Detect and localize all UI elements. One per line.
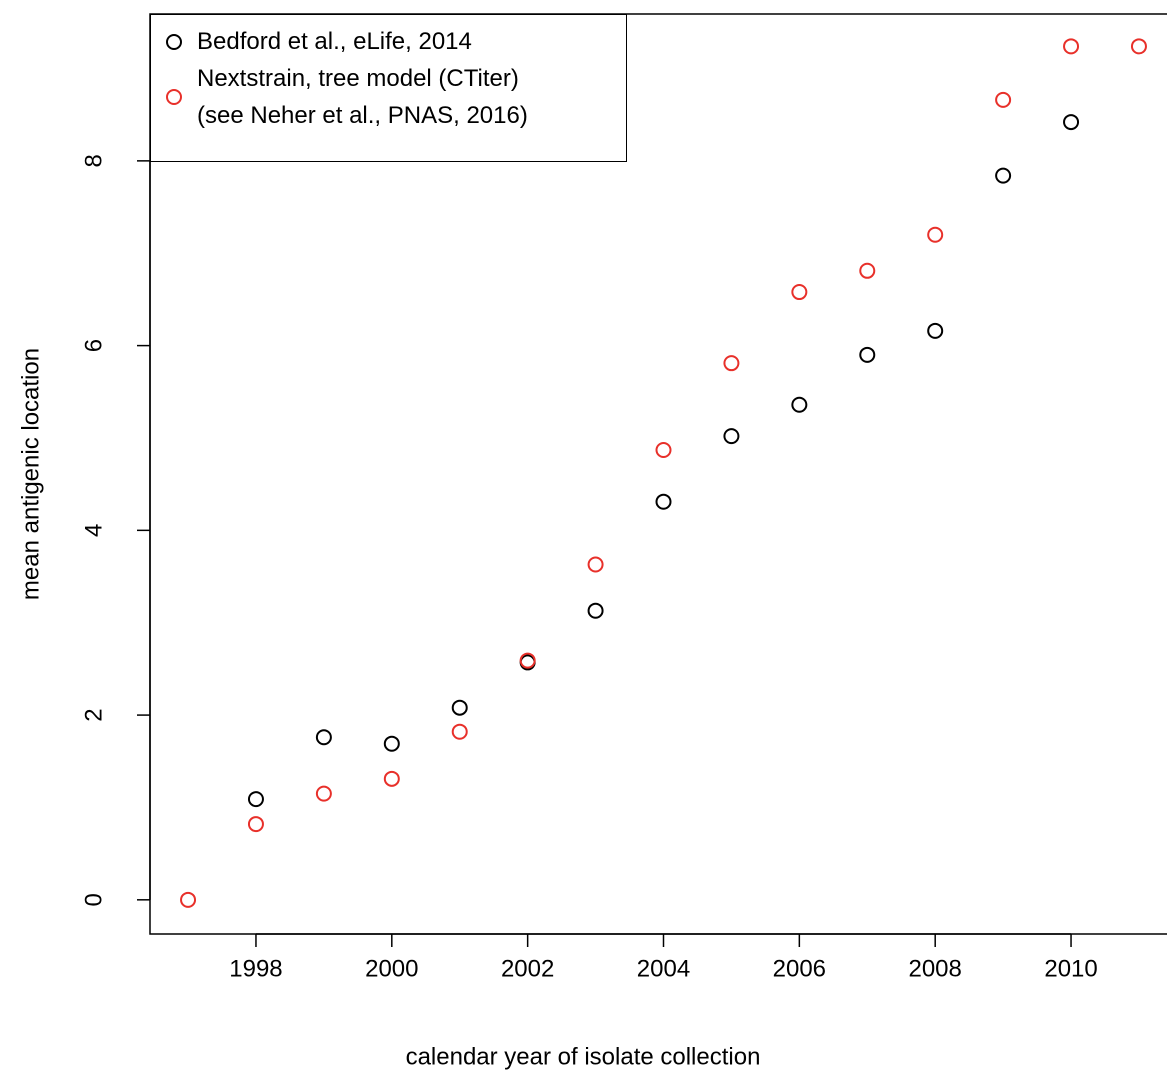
y-tick-label: 6: [80, 339, 107, 352]
legend-entry: Nextstrain, tree model (CTiter) (see Neh…: [165, 60, 616, 134]
legend-marker-circle: [166, 89, 182, 105]
data-point: [859, 346, 876, 363]
data-point: [1063, 114, 1080, 131]
legend-label: Bedford et al., eLife, 2014: [197, 28, 472, 55]
data-point: [315, 729, 332, 746]
data-point: [519, 652, 536, 669]
x-axis-title: calendar year of isolate collection: [406, 1043, 761, 1070]
data-point: [1130, 38, 1147, 55]
legend: Bedford et al., eLife, 2014 Nextstrain, t…: [150, 14, 627, 162]
data-point: [927, 322, 944, 339]
x-tick-label: 2000: [365, 955, 418, 982]
data-point: [247, 791, 264, 808]
data-point: [995, 91, 1012, 108]
x-tick-label: 2008: [908, 955, 961, 982]
data-point: [451, 699, 468, 716]
data-point: [180, 891, 197, 908]
data-point: [383, 770, 400, 787]
data-point: [587, 556, 604, 573]
legend-label: Nextstrain, tree model (CTiter) (see Neh…: [197, 65, 528, 129]
x-tick-label: 2010: [1044, 955, 1097, 982]
data-point: [587, 602, 604, 619]
data-point: [247, 816, 264, 833]
data-point: [859, 262, 876, 279]
data-point: [655, 441, 672, 458]
x-tick-label: 2004: [637, 955, 690, 982]
data-point: [655, 493, 672, 510]
legend-marker: [166, 89, 182, 105]
data-point: [723, 355, 740, 372]
data-point: [995, 167, 1012, 184]
data-point: [451, 723, 468, 740]
data-point: [791, 396, 808, 413]
x-tick-label: 2002: [501, 955, 554, 982]
x-tick-label: 2006: [773, 955, 826, 982]
data-point: [791, 284, 808, 301]
legend-marker-circle: [166, 33, 182, 50]
data-point: [927, 226, 944, 243]
legend-entry: Bedford et al., eLife, 2014: [165, 23, 616, 60]
x-tick-label: 1998: [229, 955, 282, 982]
data-point: [1063, 38, 1080, 55]
y-tick-label: 0: [80, 893, 107, 906]
data-point: [723, 428, 740, 445]
y-tick-label: 2: [80, 708, 107, 721]
y-tick-label: 4: [80, 524, 107, 537]
y-tick-label: 8: [80, 154, 107, 167]
data-point: [315, 785, 332, 802]
data-point: [383, 735, 400, 752]
y-axis-title: mean antigenic location: [17, 348, 44, 600]
legend-marker: [166, 33, 182, 50]
